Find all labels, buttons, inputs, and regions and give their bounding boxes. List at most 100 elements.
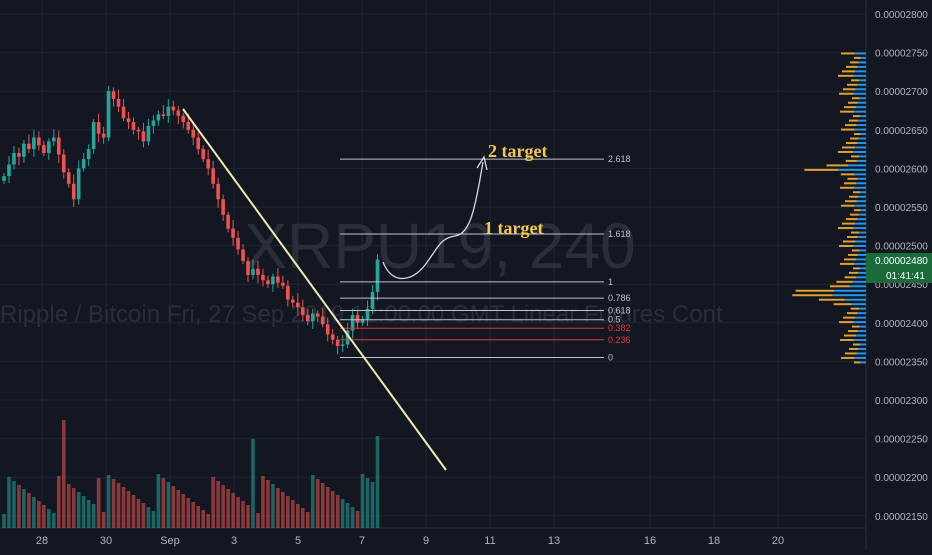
volume-profile-down-bar — [840, 186, 855, 189]
volume-bar — [301, 508, 305, 528]
volume-profile-down-bar — [852, 325, 860, 328]
volume-profile-down-bar — [845, 352, 857, 355]
candle-body — [340, 344, 345, 346]
volume-bar — [281, 492, 285, 528]
volume-profile-up-bar — [857, 330, 866, 333]
volume-bar — [315, 479, 320, 528]
volume-bar — [211, 477, 215, 528]
volume-bars — [2, 420, 380, 528]
volume-bar — [251, 439, 255, 528]
volume-profile-down-bar — [838, 74, 854, 77]
price-tick-label: 0.00002650 — [875, 126, 928, 137]
candle-body — [226, 214, 230, 229]
volume-profile-down-bar — [839, 321, 854, 324]
candle-body — [291, 299, 295, 303]
volume-bar — [12, 481, 16, 528]
fib-level-label: 0.236 — [608, 335, 631, 345]
candle-body — [271, 276, 275, 285]
price-tick-label: 0.00002250 — [875, 435, 928, 446]
volume-profile-up-bar — [860, 361, 866, 364]
time-axis[interactable]: 28 30 Sep 3 5 7 9 11 13 16 18 20 — [36, 535, 784, 547]
candle-body — [126, 118, 131, 123]
volume-profile-up-bar — [856, 334, 866, 337]
volume-profile-up-bar — [855, 70, 866, 73]
candle-body — [61, 154, 66, 173]
volume-bar — [325, 487, 330, 528]
volume-profile-up-bar — [856, 159, 866, 162]
volume-bar — [52, 513, 56, 528]
price-axis[interactable]: 0.00002800 0.00002750 0.00002700 0.00002650… — [875, 10, 928, 523]
volume-bar — [191, 502, 196, 528]
volume-bar — [156, 474, 161, 528]
volume-bar — [91, 504, 96, 528]
volume-profile-up-bar — [860, 191, 866, 194]
volume-bar — [76, 492, 81, 528]
volume-profile-down-bar — [818, 298, 845, 301]
candle-body — [330, 334, 335, 340]
candle-body — [166, 106, 171, 116]
candle-body — [146, 125, 151, 142]
time-tick-label: 16 — [644, 535, 656, 547]
volume-profile-down-bar — [846, 65, 857, 68]
price-tick-label: 0.00002800 — [875, 10, 928, 21]
volume-profile-up-bar — [855, 146, 866, 149]
volume-bar — [206, 514, 210, 528]
volume-profile-up-bar — [853, 92, 866, 95]
volume-profile-up-bar — [854, 204, 866, 207]
candle-body — [211, 168, 215, 184]
price-tick-label: 0.00002500 — [875, 242, 928, 253]
volume-profile-down-bar — [843, 182, 857, 185]
candle-body — [111, 91, 116, 99]
volume-bar — [196, 506, 201, 528]
fib-level-label: 0.382 — [608, 323, 631, 333]
volume-profile-down-bar — [848, 253, 858, 256]
candle-body — [365, 308, 370, 319]
fib-level-label: 0.786 — [608, 293, 631, 303]
trend-line[interactable] — [182, 108, 447, 471]
candle-body — [156, 114, 161, 121]
grid — [0, 0, 867, 550]
candle-body — [206, 159, 210, 169]
volume-profile-down-bar — [850, 61, 859, 64]
volume-profile-down-bar — [850, 137, 859, 140]
volume-profile-down-bar — [840, 339, 855, 342]
candle-body — [375, 259, 380, 292]
volume-bar — [136, 499, 141, 528]
candle-body — [27, 143, 31, 150]
volume-profile-up-bar — [855, 240, 866, 243]
volume-bar — [276, 488, 280, 528]
last-price-box — [866, 253, 932, 268]
price-tick-label: 0.00002750 — [875, 49, 928, 60]
volume-profile-down-bar — [840, 110, 855, 113]
volume-profile-up-bar — [855, 222, 866, 225]
volume-profile-up-bar — [853, 227, 866, 230]
target-label-1: 1 target — [484, 218, 543, 238]
candle-body — [52, 137, 56, 142]
candle-body — [216, 183, 220, 200]
candle-body — [91, 122, 96, 150]
volume-bar — [365, 478, 370, 528]
projection-arrow-path[interactable] — [382, 161, 484, 279]
candle-body — [221, 199, 225, 215]
candle-body — [296, 302, 300, 308]
candle-body — [305, 315, 310, 322]
fib-level-label: 0 — [608, 353, 613, 363]
candle-body — [241, 249, 245, 262]
volume-bar — [86, 500, 91, 528]
candle-body — [42, 145, 46, 153]
volume-profile-up-bar — [858, 195, 866, 198]
candle-body — [86, 149, 91, 160]
volume-profile-up-bar — [844, 298, 866, 301]
volume-profile-up-bar — [832, 294, 866, 297]
fib-level-label: 2.618 — [608, 154, 631, 164]
target-label-2: 2 target — [488, 141, 547, 161]
volume-profile-up-bar — [856, 124, 866, 127]
volume-profile-down-bar — [842, 222, 856, 225]
candle-body — [266, 280, 270, 285]
volume-bar — [330, 491, 335, 528]
volume-profile-up-bar — [859, 79, 866, 82]
volume-profile-down-bar — [845, 124, 857, 127]
